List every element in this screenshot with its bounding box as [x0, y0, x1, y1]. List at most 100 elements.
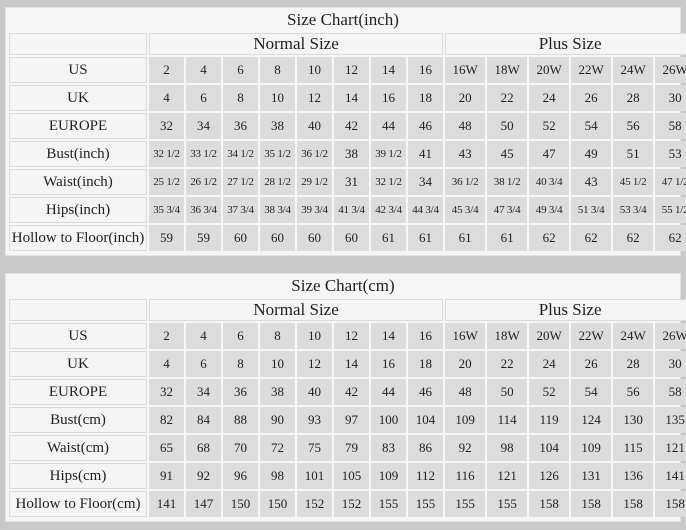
size-cell: 16: [408, 323, 444, 349]
size-cell: 109: [445, 407, 486, 433]
size-cell: 158: [529, 491, 570, 517]
size-cell: 54: [571, 379, 612, 405]
size-cell: 36 3/4: [186, 197, 221, 223]
size-cell: 36 1/2: [297, 141, 332, 167]
size-cell: 30: [655, 351, 686, 377]
size-cell: 55 1/2: [655, 197, 686, 223]
size-cell: 8: [223, 351, 258, 377]
size-cell: 70: [223, 435, 258, 461]
size-cell: 51 3/4: [571, 197, 612, 223]
size-cell: 38 3/4: [260, 197, 295, 223]
size-cell: 84: [186, 407, 221, 433]
size-cell: 62: [655, 225, 686, 251]
table-row: US 2 4 6 8 10 12 14 16 16W 18W 20W 22W 24W 26W: [9, 323, 686, 349]
row-label-uk: UK: [9, 351, 147, 377]
size-cell: 59: [149, 225, 184, 251]
size-cell: 58: [655, 113, 686, 139]
size-cell: 58: [655, 379, 686, 405]
size-cell: 60: [223, 225, 258, 251]
size-cell: 32 1/2: [149, 141, 184, 167]
size-cell: 44 3/4: [408, 197, 444, 223]
size-cell: 35 3/4: [149, 197, 184, 223]
size-cell: 8: [260, 57, 295, 83]
size-cell: 46: [408, 113, 444, 139]
size-cell: 26W: [655, 323, 686, 349]
row-label-waist-inch: Waist(inch): [9, 169, 147, 195]
row-label-waist-cm: Waist(cm): [9, 435, 147, 461]
size-cell: 158: [571, 491, 612, 517]
size-cell: 155: [371, 491, 406, 517]
size-cell: 24: [529, 85, 570, 111]
size-cell: 50: [487, 113, 528, 139]
size-cell: 141: [655, 463, 686, 489]
size-cell: 26 1/2: [186, 169, 221, 195]
size-cell: 96: [223, 463, 258, 489]
size-cell: 54: [571, 113, 612, 139]
size-cell: 36: [223, 113, 258, 139]
table-row: Waist(inch) 25 1/2 26 1/2 27 1/2 28 1/2 29 1/…: [9, 169, 686, 195]
size-cell: 68: [186, 435, 221, 461]
size-cell: 101: [297, 463, 332, 489]
size-cell: 155: [445, 491, 486, 517]
column-group-plus-size: Plus Size: [445, 33, 686, 55]
size-cell: 35 1/2: [260, 141, 295, 167]
size-cell: 26W: [655, 57, 686, 83]
size-cell: 32: [149, 379, 184, 405]
size-cell: 8: [260, 323, 295, 349]
size-cell: 61: [445, 225, 486, 251]
row-label-europe: EUROPE: [9, 379, 147, 405]
size-cell: 38: [260, 379, 295, 405]
size-cell: 43: [445, 141, 486, 167]
table-row: Bust(cm) 82 84 88 90 93 97 100 104 109 114 119 124 13…: [9, 407, 686, 433]
size-cell: 115: [613, 435, 654, 461]
size-cell: 150: [260, 491, 295, 517]
size-cell: 10: [260, 85, 295, 111]
table-row: UK 4 6 8 10 12 14 16 18 20 22 24 26 28 30: [9, 85, 686, 111]
size-cell: 44: [371, 379, 406, 405]
size-cell: 10: [297, 57, 332, 83]
size-cell: 24W: [613, 57, 654, 83]
size-cell: 61: [487, 225, 528, 251]
size-cell: 29 1/2: [297, 169, 332, 195]
size-cell: 48: [445, 379, 486, 405]
size-cell: 150: [223, 491, 258, 517]
size-cell: 79: [334, 435, 369, 461]
size-chart-cm-card: Size Chart(cm) Normal Size Plus Size US 2 4 6…: [5, 273, 686, 522]
size-cell: 119: [529, 407, 570, 433]
size-cell: 60: [334, 225, 369, 251]
size-cell: 28: [613, 351, 654, 377]
size-cell: 38 1/2: [487, 169, 528, 195]
size-cell: 92: [445, 435, 486, 461]
size-cell: 60: [297, 225, 332, 251]
size-cell: 25 1/2: [149, 169, 184, 195]
size-cell: 32: [149, 113, 184, 139]
corner-cell: [9, 33, 147, 55]
size-cell: 8: [223, 85, 258, 111]
size-cell: 20W: [529, 57, 570, 83]
size-cell: 83: [371, 435, 406, 461]
size-cell: 27 1/2: [223, 169, 258, 195]
size-cell: 62: [529, 225, 570, 251]
size-cell: 10: [260, 351, 295, 377]
size-cell: 26: [571, 351, 612, 377]
size-cell: 12: [334, 323, 369, 349]
size-cell: 98: [260, 463, 295, 489]
size-cell: 12: [297, 85, 332, 111]
size-cell: 104: [408, 407, 444, 433]
size-cell: 26: [571, 85, 612, 111]
size-cell: 56: [613, 379, 654, 405]
table-row: Hollow to Floor(cm) 141 147 150 150 152 152 155…: [9, 491, 686, 517]
size-cell: 16W: [445, 57, 486, 83]
size-cell: 114: [487, 407, 528, 433]
size-cell: 38: [260, 113, 295, 139]
size-cell: 158: [613, 491, 654, 517]
size-cell: 93: [297, 407, 332, 433]
size-cell: 2: [149, 323, 184, 349]
size-cell: 50: [487, 379, 528, 405]
size-cell: 88: [223, 407, 258, 433]
size-cell: 47 1/2: [655, 169, 686, 195]
size-cell: 51: [613, 141, 654, 167]
size-cell: 24W: [613, 323, 654, 349]
size-cell: 82: [149, 407, 184, 433]
